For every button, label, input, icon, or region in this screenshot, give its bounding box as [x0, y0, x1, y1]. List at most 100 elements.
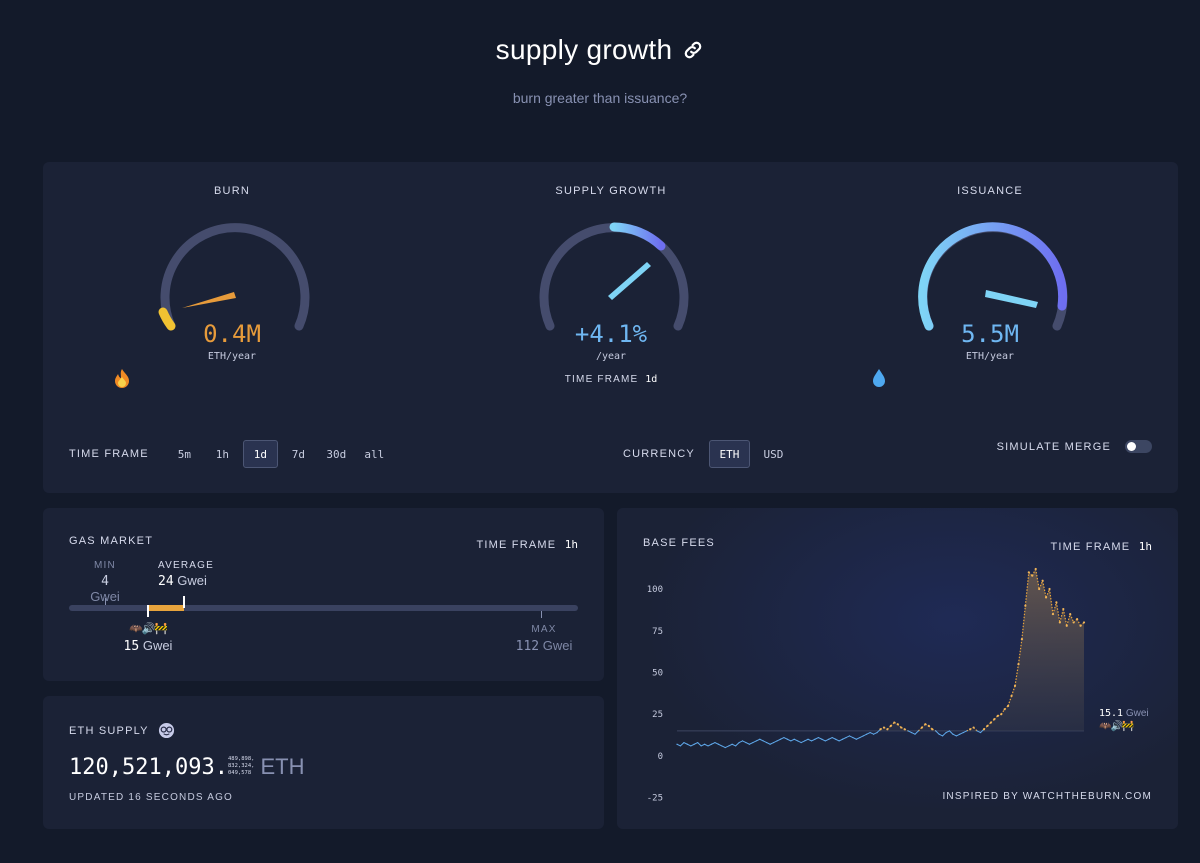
currency-label: CURRENCY [623, 448, 695, 460]
eth-supply-label: ETH SUPPLY [69, 724, 149, 737]
data-point [779, 738, 782, 740]
supply-growth-value: +4.1% [574, 320, 648, 348]
timeframe-selector: TIME FRAME 5m 1h 1d 7d 30d all [69, 440, 395, 468]
data-point [879, 728, 882, 731]
gas-max-unit: Gwei [542, 638, 573, 653]
timeframe-all[interactable]: all [364, 447, 385, 461]
series-segment [759, 738, 764, 742]
data-point [772, 741, 775, 744]
data-point [693, 743, 695, 745]
data-point [717, 743, 719, 745]
data-point [1027, 571, 1030, 574]
data-point [996, 714, 999, 717]
series-segment [776, 738, 781, 742]
data-point [804, 740, 806, 742]
base-fees-card: BASE FEES TIME FRAME 1h -25 0 25 50 75 100 15… [617, 508, 1178, 829]
data-point [700, 745, 702, 747]
gas-market-label: GAS MARKET [69, 535, 154, 547]
series-segment [825, 738, 829, 742]
series-segment [735, 742, 740, 747]
base-fees-timeframe: TIME FRAME 1h [1050, 537, 1152, 555]
data-point [931, 728, 934, 731]
data-point [914, 733, 916, 735]
series-segment [814, 737, 819, 740]
series-segment [800, 740, 805, 744]
data-point [748, 743, 751, 745]
data-point [1048, 587, 1051, 591]
data-point [766, 741, 768, 744]
timeframe-1h[interactable]: 1h [215, 447, 229, 461]
series-segment [838, 738, 843, 742]
timeframe-5m[interactable]: 5m [177, 447, 191, 461]
data-point [721, 745, 723, 747]
data-point [1058, 621, 1061, 624]
supply-growth-unit: /year [595, 351, 627, 362]
timeframe-7d[interactable]: 7d [291, 447, 305, 461]
gas-min-value: 4 [101, 574, 109, 589]
base-fees-current-emojis: 🦇🔊🚧 [1099, 721, 1134, 732]
data-point [959, 733, 961, 735]
series-segment [687, 743, 692, 747]
series-segment [749, 742, 754, 745]
data-point [728, 745, 730, 747]
data-point [1017, 663, 1020, 666]
data-point [755, 740, 757, 742]
series-segment [756, 738, 760, 742]
series-segment [963, 730, 967, 734]
timeframe-label: TIME FRAME [69, 448, 149, 460]
data-point [790, 740, 792, 742]
series-segment [680, 742, 685, 747]
gas-max-value: 112 [515, 639, 540, 654]
timeframe-1d[interactable]: 1d [242, 440, 278, 468]
series-segment [821, 738, 826, 742]
data-point [910, 731, 913, 734]
data-point [838, 740, 840, 742]
series-segment [849, 735, 854, 739]
eth-supply-card: ETH SUPPLY 120,521,093 . 489,898, 832,32… [43, 696, 604, 829]
data-point [989, 721, 992, 724]
data-point [828, 738, 830, 740]
eth-supply-frac-line: 832,324, [227, 763, 255, 769]
currency-usd[interactable]: USD [763, 447, 784, 461]
data-point [1051, 612, 1055, 616]
eth-supply-whole: 120,521,093 [69, 755, 215, 780]
gas-max: MAX 112 Gwei [509, 624, 579, 654]
data-point [1069, 612, 1072, 616]
data-point [793, 738, 795, 740]
simulate-merge-toggle[interactable] [1125, 440, 1152, 453]
data-point [972, 726, 975, 729]
gas-max-label: MAX [531, 624, 557, 635]
data-point [1034, 567, 1037, 571]
series-segment [945, 730, 950, 734]
data-point [941, 735, 944, 737]
series-segment [704, 743, 709, 747]
data-point [800, 741, 802, 744]
series-segment [911, 732, 916, 735]
nerd-face-icon [158, 722, 175, 739]
series-segment [1048, 588, 1054, 615]
gas-range-bar [69, 605, 578, 611]
series-segment [707, 743, 712, 747]
timeframe-30d[interactable]: 30d [326, 447, 347, 461]
series-segment [907, 730, 912, 734]
data-point [903, 728, 906, 731]
data-point [979, 731, 982, 734]
data-point [1013, 684, 1017, 687]
series-segment [725, 745, 729, 749]
data-point [869, 731, 871, 734]
series-segment [694, 742, 698, 745]
data-point [966, 730, 968, 732]
currency-eth[interactable]: ETH [708, 440, 750, 468]
data-point [1000, 713, 1003, 716]
data-point [876, 731, 878, 734]
data-point [993, 718, 996, 721]
toggle-knob [1127, 442, 1136, 451]
series-segment [738, 740, 743, 744]
series-segment [866, 732, 871, 735]
data-point [752, 741, 754, 744]
link-icon[interactable] [682, 39, 704, 61]
data-point [807, 738, 809, 740]
data-point [848, 735, 851, 737]
data-point [986, 724, 989, 727]
data-point [810, 740, 813, 742]
